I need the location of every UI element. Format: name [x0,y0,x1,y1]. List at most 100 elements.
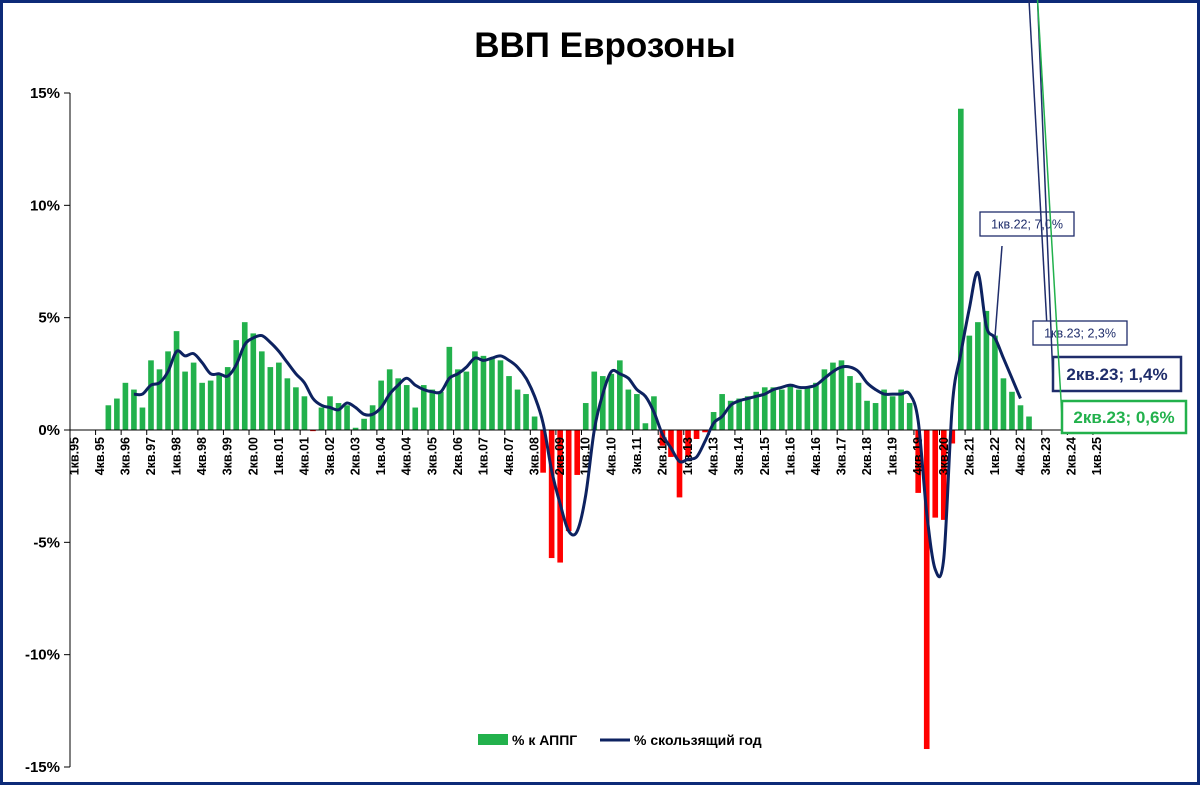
legend-bar-swatch [478,734,508,745]
line-series [133,271,1022,579]
bar [744,396,751,430]
bar [531,416,538,430]
x-tick-label: 3кв.11 [630,437,644,475]
bar [224,367,231,430]
y-tick-label: 15% [30,85,60,102]
bar [335,403,342,430]
bar [958,108,964,430]
bar [352,427,359,430]
x-tick-label: 3кв.08 [528,437,542,475]
bar [617,360,623,430]
annotation-leader-line [994,245,1003,338]
bar [190,362,197,430]
bar [966,335,973,430]
x-tick-label: 2кв.06 [451,437,465,475]
legend-bar-label: % к АППГ [512,732,577,748]
bar [369,405,376,430]
bar [830,362,836,430]
x-tick-label: 3кв.17 [834,437,848,475]
bar [847,376,853,430]
bar [216,373,222,430]
bar [719,394,725,430]
x-tick-label: 1кв.07 [476,437,490,475]
bar [557,430,563,563]
bar [949,430,956,444]
bar [310,430,316,432]
y-axis: 15% 10% 5% 0% -5% -10% -15% [25,85,71,776]
x-tick-label: 2кв.21 [962,437,976,475]
annotation-box [979,211,1075,237]
bar [787,385,794,430]
y-tick-label: -10% [25,647,60,664]
annotation-label: 2кв.23; 1,4% [1066,365,1167,384]
x-tick-label: 4кв.16 [809,437,823,475]
y-tick-label: 10% [30,197,60,214]
bar [182,371,188,430]
bar [122,382,129,430]
bar [403,385,410,430]
bar [906,403,913,430]
bar [693,430,700,439]
annotation-leader-line [1036,0,1063,418]
x-tick-label: 2кв.15 [758,437,772,475]
bar [276,362,282,430]
bar [489,358,495,430]
bar [932,430,939,518]
bar [139,407,146,430]
bar [582,403,589,430]
bar [156,369,163,430]
y-tick-label: 5% [38,310,60,327]
bar [1000,378,1007,430]
bar [1009,391,1015,430]
bar [727,400,734,430]
annotation-box [1051,355,1183,393]
x-tick-label: 2кв.24 [1065,437,1079,475]
bar [386,369,393,430]
chart-title: ВВП Еврозоны [474,26,736,65]
bar [668,430,674,457]
annotation-leader-line [1028,0,1049,346]
bar [855,382,862,430]
bar [173,331,180,430]
bar [992,335,998,430]
x-tick-label: 1кв.01 [272,437,286,475]
y-tick-label: -5% [33,534,60,551]
bar [327,396,333,430]
bar [318,407,325,430]
x-tick-label: 2кв.09 [553,437,567,475]
bar [881,389,887,430]
bar [813,382,819,430]
x-tick-label: 1кв.98 [170,437,184,475]
bar [599,376,606,430]
bar [770,387,777,430]
bar [412,407,419,430]
bar [676,430,683,498]
bar [702,430,708,433]
bar [574,430,581,475]
annotation-leader-line [1036,0,1054,381]
x-tick-label: 2кв.12 [655,437,669,475]
bar [207,380,214,430]
bar [634,394,640,430]
bar [258,351,265,430]
legend-line-label: % скользящий год [634,732,762,748]
x-tick-label: 1кв.04 [374,437,388,475]
annotation-box [1032,320,1128,346]
bar [148,360,154,430]
bar [915,430,922,493]
bar [625,389,632,430]
bar [114,398,120,430]
annotation-label: 1кв.23; 2,3% [1044,327,1116,341]
x-tick-label: 1кв.95 [67,437,81,475]
annotation-label: 1кв.22; 7,0% [991,218,1063,232]
x-tick-label: 1кв.16 [783,437,797,475]
bar [293,387,299,430]
x-tick-label: 3кв.14 [732,437,746,475]
bar [1017,405,1024,430]
bar [233,340,240,430]
annotations: 1кв.22; 7,0% 1кв.23; 2,3% 2кв.23; 1,4% 2кв.… [979,0,1188,435]
bar [736,398,742,430]
bar [889,396,896,430]
bar [821,369,828,430]
bar [480,355,487,430]
